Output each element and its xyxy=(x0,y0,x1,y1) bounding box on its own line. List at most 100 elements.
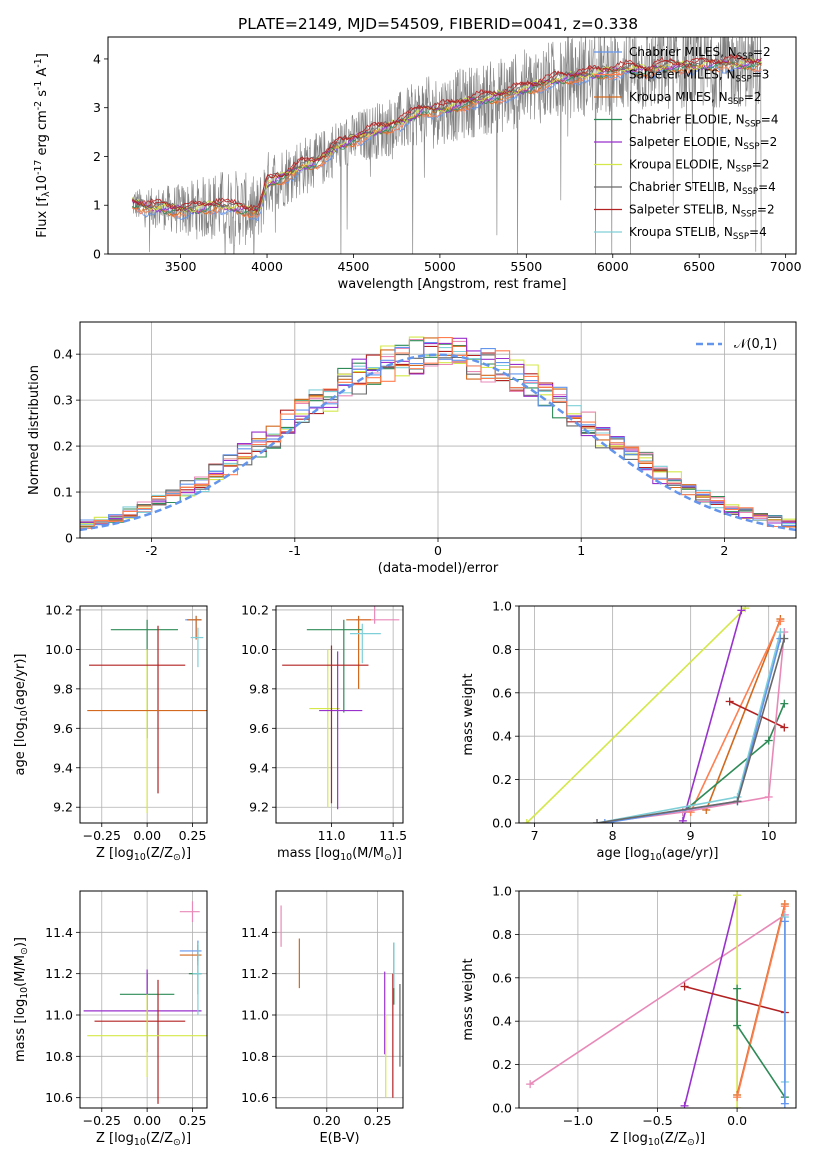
tick-label-y: 0.6 xyxy=(492,970,512,985)
model-line-5 xyxy=(131,57,762,216)
x-axis-label: (data-model)/error xyxy=(378,561,499,576)
legend: Chabrier MILES, NSSP=2 Salpeter MILES, NS… xyxy=(594,45,778,242)
weight-line-3 xyxy=(689,620,782,813)
x-axis-label: Z [log10(Z/Z⊙)] xyxy=(610,1131,705,1148)
plot-area xyxy=(526,891,789,1108)
tick-label-x: 4500 xyxy=(338,259,370,274)
tick-label-y: 10.2 xyxy=(45,602,73,617)
weight-line-1 xyxy=(683,895,738,1106)
tick-label-x: -2 xyxy=(145,543,157,558)
tick-label-x: 8 xyxy=(609,828,617,843)
weight-line-1 xyxy=(682,610,743,822)
plot-area xyxy=(282,606,400,810)
tick-label-y: 10.2 xyxy=(241,602,269,617)
axes-frame xyxy=(518,605,797,824)
model-line-4 xyxy=(131,58,762,215)
model-line-8 xyxy=(131,53,762,210)
axes-frame xyxy=(79,605,208,824)
figure-title: PLATE=2149, MJD=54509, FIBERID=0041, z=0… xyxy=(238,15,638,33)
tick-label-y: 0.8 xyxy=(492,927,512,942)
tick-label-x: 7 xyxy=(531,828,539,843)
tick-label-y: 11.2 xyxy=(241,966,269,981)
legend-label: Chabrier ELODIE, NSSP=4 xyxy=(629,113,778,130)
tick-label-x: 0.00 xyxy=(133,1113,161,1128)
tick-label-x: 2 xyxy=(720,543,728,558)
tick-label-y: 2 xyxy=(93,149,101,164)
tick-label-y: 9.8 xyxy=(249,681,269,696)
y-axis-label: mass [log10(M/M⊙)] xyxy=(13,937,30,1062)
tick-label-y: 9.2 xyxy=(53,800,73,815)
tick-label-y: 1.0 xyxy=(492,884,512,899)
tick-label-x: −0.25 xyxy=(83,1113,121,1128)
tick-label-x: 0.25 xyxy=(179,1113,207,1128)
tick-label-y: 1.0 xyxy=(492,599,512,614)
tick-label-y: 11.0 xyxy=(241,1008,269,1023)
plot-area xyxy=(87,615,207,814)
tick-label-x: 0.0 xyxy=(727,1113,747,1128)
plot-area xyxy=(83,901,207,1104)
axes-mass_vs_Z: −0.25 0.00 0.25 10.6 10.8 11.0 11.2 11.4 Z [log1… xyxy=(13,890,208,1148)
legend-label: Chabrier STELIB, NSSP=4 xyxy=(629,180,776,197)
x-axis-label: age [log10(age/yr)] xyxy=(597,846,719,863)
tick-label-y: 11.0 xyxy=(45,1008,73,1023)
legend-label: Salpeter STELIB, NSSP=2 xyxy=(629,203,775,220)
tick-label-y: 0.4 xyxy=(53,347,73,362)
legend-label: Kroupa STELIB, NSSP=4 xyxy=(629,225,767,242)
legend-label: Chabrier MILES, NSSP=2 xyxy=(629,45,771,62)
axes-mass_vs_EBV: 0.20 0.25 10.6 10.8 11.0 11.2 11.4 E(B-V) xyxy=(241,890,404,1146)
tick-label-y: 0.2 xyxy=(53,439,73,454)
tick-label-y: 9.4 xyxy=(53,760,73,775)
tick-label-x: 11.0 xyxy=(318,828,346,843)
tick-label-y: 0.0 xyxy=(492,1101,512,1116)
axes-age_vs_Z: −0.25 0.00 0.25 9.2 9.4 9.6 9.8 10.0 10.2 Z [log1… xyxy=(13,602,208,863)
tick-label-x: 6000 xyxy=(597,259,629,274)
tick-label-x: −0.5 xyxy=(642,1113,672,1128)
tick-label-y: 9.6 xyxy=(249,721,269,736)
legend-label: 𝒩(0,1) xyxy=(734,337,777,352)
tick-label-y: 10.8 xyxy=(45,1049,73,1064)
axes-massweight_vs_Z: −1.0 −0.5 0.0 0.0 0.2 0.4 0.6 0.8 1.0 Z [log10(Z/… xyxy=(461,884,797,1148)
legend-label: Kroupa MILES, NSSP=2 xyxy=(629,90,762,107)
axes-frame xyxy=(79,321,797,539)
tick-label-y: 0.2 xyxy=(492,772,512,787)
tick-label-y: 9.8 xyxy=(53,681,73,696)
tick-label-x: 0.25 xyxy=(179,828,207,843)
tick-label-y: 9.2 xyxy=(249,800,269,815)
axes-age_vs_mass: 11.0 11.5 9.2 9.4 9.6 9.8 10.0 10.2 mass [log10(… xyxy=(241,602,407,863)
charts: 3500 4000 4500 5000 5500 6000 6500 7000 0 1 2 3 4 wav… xyxy=(13,36,802,1148)
x-axis-label: Z [log10(Z/Z⊙)] xyxy=(96,846,191,863)
legend-label: Kroupa ELODIE, NSSP=2 xyxy=(629,158,769,175)
x-axis-label: wavelength [Angstrom, rest frame] xyxy=(338,277,567,292)
tick-label-y: 0.6 xyxy=(492,685,512,700)
tick-label-y: 11.4 xyxy=(45,925,73,940)
tick-label-x: 6500 xyxy=(683,259,715,274)
axes-frame xyxy=(275,605,404,824)
normal-reference-curve xyxy=(80,353,796,532)
axes-frame xyxy=(275,890,404,1109)
tick-label-y: 4 xyxy=(93,51,101,66)
axes-frame xyxy=(107,36,797,255)
axes-residuals: -2 -1 0 1 2 0 0.1 0.2 0.3 0.4 (data-model)/error No… xyxy=(27,321,797,576)
tick-label-x: 10 xyxy=(761,828,777,843)
tick-label-x: 0 xyxy=(434,543,442,558)
axes-spectrum: 3500 4000 4500 5000 5500 6000 6500 7000 0 1 2 3 4 wav… xyxy=(33,36,802,292)
plot-area xyxy=(131,37,762,254)
tick-label-y: 0 xyxy=(65,531,73,546)
tick-label-x: −1.0 xyxy=(563,1113,593,1128)
tick-label-x: 5000 xyxy=(424,259,456,274)
tick-label-y: 9.4 xyxy=(249,760,269,775)
tick-label-y: 10.6 xyxy=(45,1090,73,1105)
tick-label-x: 11.5 xyxy=(379,828,407,843)
tick-label-y: 0.4 xyxy=(492,729,512,744)
tick-label-x: 0.25 xyxy=(364,1113,392,1128)
legend-label: Salpeter ELODIE, NSSP=2 xyxy=(629,135,777,152)
tick-label-y: 10.0 xyxy=(45,642,73,657)
y-axis-label: mass weight xyxy=(461,673,476,755)
tick-label-y: 0.0 xyxy=(492,816,512,831)
tick-label-y: 0.1 xyxy=(53,485,73,500)
tick-label-y: 0 xyxy=(93,247,101,262)
histogram-series-9 xyxy=(80,337,796,529)
tick-label-y: 10.8 xyxy=(241,1049,269,1064)
tick-label-y: 0.4 xyxy=(492,1014,512,1029)
